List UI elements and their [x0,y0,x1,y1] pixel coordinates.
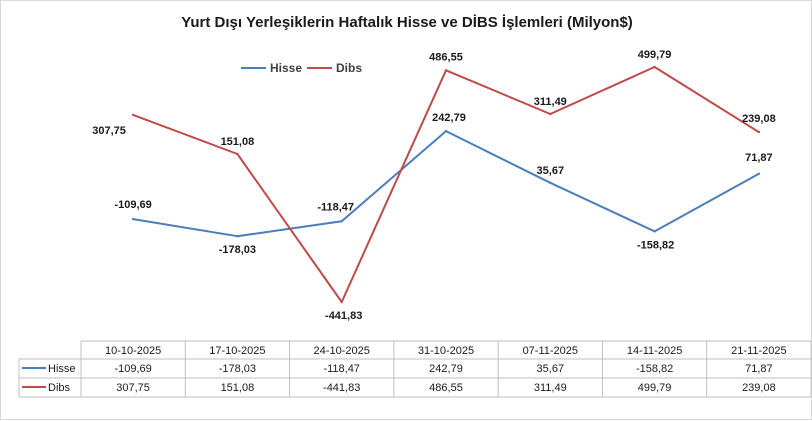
table-cell-dibs: 239,08 [742,382,776,394]
data-label-dibs: -441,83 [325,310,362,322]
table-cell-dibs: -441,83 [323,382,360,394]
data-point-hisse [236,235,239,238]
data-label-dibs: 499,79 [638,49,672,61]
table-cell-dibs: 311,49 [534,382,567,394]
data-point-hisse [131,217,135,221]
data-point-dibs [236,152,239,156]
data-point-hisse [653,230,656,233]
data-point-dibs [549,112,552,116]
data-label-hisse: 71,87 [745,152,773,164]
data-label-dibs: 151,08 [221,136,255,148]
table-cell-hisse: 242,79 [429,363,463,375]
data-table: Hisse Dibs 10-10-2025 17-10-2025 24-10-202… [18,340,812,398]
table-cell-hisse: -118,47 [323,363,360,375]
table-header-cell: 17-10-2025 [209,345,265,357]
table-cell-dibs: 486,55 [429,382,463,394]
series-line-dibs [132,66,760,303]
data-label-hisse: -178,03 [219,244,256,256]
table-cell-hisse: -158,82 [636,363,673,375]
data-point-dibs [757,130,761,134]
table-cell-hisse: 71,87 [745,363,773,375]
data-point-dibs [653,65,656,69]
data-label-hisse: 35,67 [537,165,565,177]
legend: Hisse Dibs [241,61,362,75]
data-point-hisse [340,220,343,223]
data-label-hisse: -158,82 [637,239,674,251]
table-header-cell: 10-10-2025 [105,345,161,357]
table-cell-hisse: 35,67 [537,363,565,375]
data-point-dibs [340,300,343,304]
data-point-dibs [444,69,448,72]
data-label-dibs: 239,08 [742,113,776,125]
table-cell-hisse: -178,03 [219,363,256,375]
table-header-cell: 31-10-2025 [418,345,474,357]
table-header-cell: 14-11-2025 [627,345,682,357]
data-point-hisse [444,129,448,133]
data-label-dibs: 311,49 [534,96,567,108]
data-label-hisse: 242,79 [432,112,466,124]
table-header-cell: 24-10-2025 [314,345,370,357]
table-cell-dibs: 151,08 [221,382,255,394]
table-rowhead-hisse: Hisse [48,363,76,375]
table-cell-hisse: -109,69 [114,363,151,375]
data-label-hisse: -118,47 [317,201,354,213]
table-header-cell: 07-11-2025 [523,345,578,357]
data-label-hisse: -109,69 [114,199,151,211]
data-point-dibs [131,113,135,117]
data-point-hisse [757,172,761,175]
table-header-cell: 21-11-2025 [731,345,786,357]
data-label-dibs: 486,55 [429,51,463,63]
table-rowhead-dibs: Dibs [48,382,71,394]
chart-title: Yurt Dışı Yerleşiklerin Haftalık Hisse v… [181,14,633,31]
table-cell-dibs: 307,75 [116,382,150,394]
legend-label-hisse: Hisse [270,61,302,75]
legend-label-dibs: Dibs [336,61,362,75]
table-cell-dibs: 499,79 [638,382,672,394]
data-label-dibs: 307,75 [92,125,126,137]
plot-area: -109,69 -178,03 -118,47 242,79 35,67 -158,82 7… [92,49,775,322]
data-point-hisse [549,181,552,184]
